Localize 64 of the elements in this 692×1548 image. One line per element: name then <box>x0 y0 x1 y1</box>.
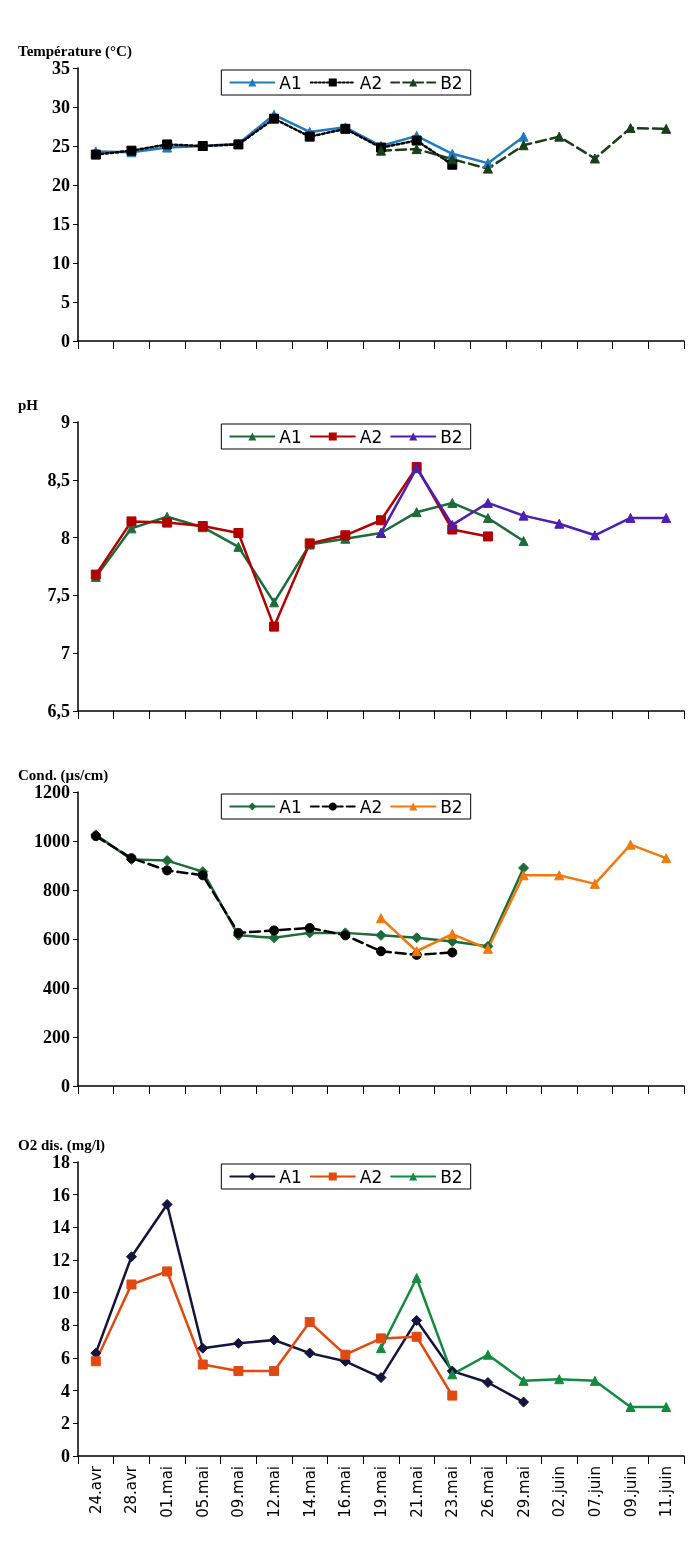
y-tick-label: 14 <box>52 1217 70 1238</box>
legend-label: A2 <box>359 72 383 93</box>
y-tick-label: 6,5 <box>47 701 70 721</box>
y-tick-label: 10 <box>52 1282 70 1303</box>
y-tick-label: 600 <box>43 929 70 949</box>
x-tick-label: 24.avr <box>86 1465 105 1515</box>
y-tick-label: 10 <box>52 253 70 273</box>
y-tick-label: 30 <box>52 97 70 117</box>
y-tick-label: 8 <box>61 527 70 548</box>
x-tick-label: 05.mai <box>193 1466 212 1518</box>
x-tick-label: 23.mai <box>443 1466 462 1518</box>
legend-label: A1 <box>279 796 302 817</box>
y-tick-label: 5 <box>61 292 70 312</box>
legend-label: B2 <box>440 796 463 817</box>
y-tick-label: 2 <box>61 1413 70 1434</box>
y-tick-label: 4 <box>61 1380 70 1401</box>
y-tick-label: 0 <box>61 1076 70 1096</box>
y-tick-label: 12 <box>52 1250 70 1270</box>
legend-label: B2 <box>440 426 463 447</box>
legend-label: A2 <box>359 796 383 817</box>
y-tick-label: 6 <box>61 1348 70 1368</box>
x-tick-label: 28.avr <box>122 1465 141 1515</box>
x-tick-label: 09.mai <box>229 1466 248 1518</box>
y-tick-label: 7 <box>61 643 70 664</box>
x-tick-label: 29.mai <box>514 1466 533 1518</box>
legend-label: B2 <box>440 1166 463 1187</box>
x-tick-label: 26.mai <box>478 1466 497 1518</box>
y-tick-label: 8 <box>61 1315 70 1336</box>
y-tick-label: 0 <box>61 331 70 351</box>
x-tick-label: 16.mai <box>336 1466 355 1518</box>
y-axis-title: Température (°C) <box>18 42 132 60</box>
x-tick-label: 14.mai <box>300 1466 319 1518</box>
x-tick-label: 07.juin <box>585 1466 604 1518</box>
y-axis-title: Cond. (µs/cm) <box>18 766 109 784</box>
y-tick-label: 25 <box>52 136 70 156</box>
y-tick-label: 1200 <box>34 782 70 802</box>
y-tick-label: 15 <box>52 214 70 234</box>
x-tick-label: 09.juin <box>621 1466 640 1518</box>
legend-label: A1 <box>279 1166 302 1187</box>
x-tick-label: 21.mai <box>407 1466 426 1518</box>
y-tick-label: 8,5 <box>47 469 70 490</box>
y-axis-title: O2 dis. (mg/l) <box>18 1136 106 1154</box>
x-tick-label: 01.mai <box>158 1466 177 1518</box>
x-tick-label: 12.mai <box>265 1466 284 1518</box>
y-tick-label: 16 <box>52 1184 70 1205</box>
x-tick-label: 11.juin <box>657 1466 676 1518</box>
x-tick-label: 02.juin <box>550 1466 569 1518</box>
y-tick-label: 1000 <box>34 831 70 851</box>
y-tick-label: 400 <box>43 978 70 998</box>
y-tick-label: 0 <box>61 1446 70 1466</box>
y-tick-label: 20 <box>52 175 70 195</box>
y-tick-label: 800 <box>43 880 70 900</box>
x-tick-label: 19.mai <box>372 1466 390 1518</box>
y-tick-label: 18 <box>52 1152 70 1172</box>
legend-label: A2 <box>359 1166 383 1187</box>
legend-label: A1 <box>279 72 302 93</box>
y-axis-title: pH <box>18 396 39 413</box>
legend-label: B2 <box>440 72 463 93</box>
legend-label: A1 <box>279 426 302 447</box>
legend-label: A2 <box>359 426 383 447</box>
y-tick-label: 35 <box>52 58 70 78</box>
y-tick-label: 9 <box>61 412 70 432</box>
y-tick-label: 7,5 <box>47 585 70 606</box>
y-tick-label: 200 <box>43 1027 70 1047</box>
